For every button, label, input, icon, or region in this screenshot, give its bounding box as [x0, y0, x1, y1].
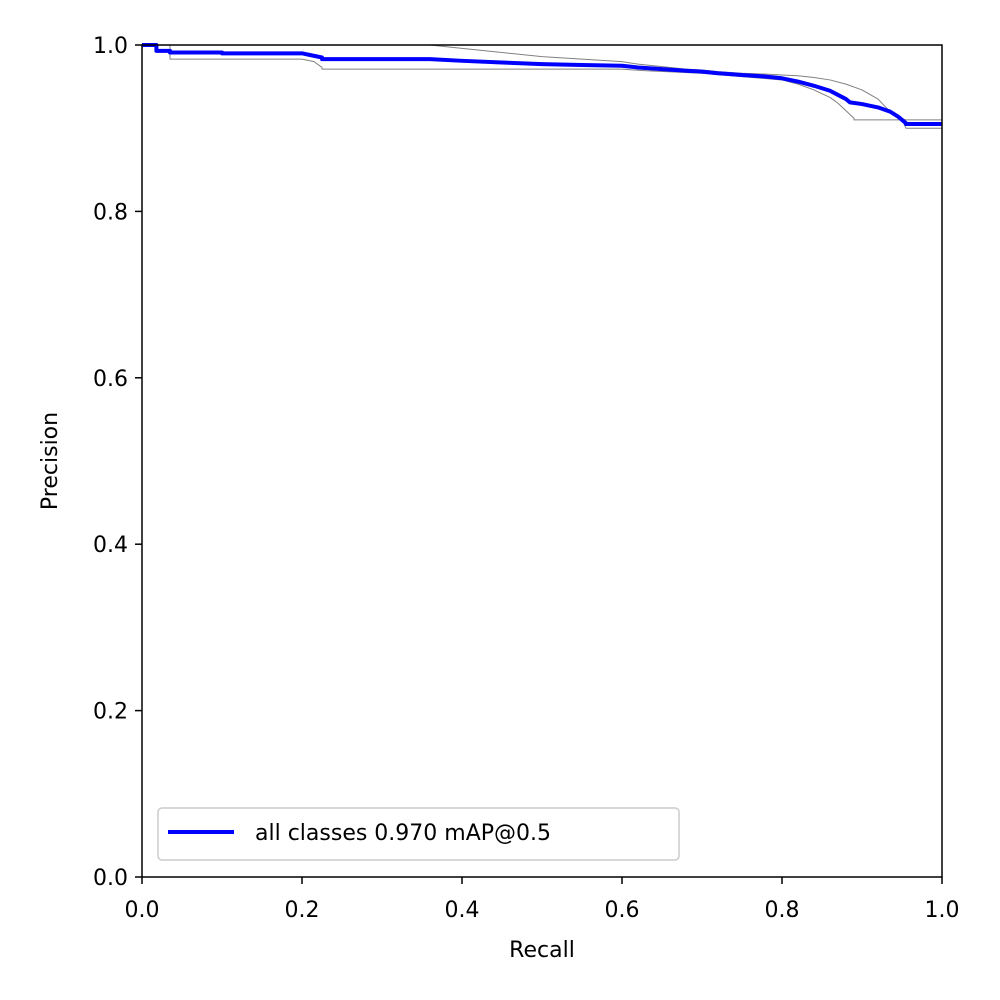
plot-frame	[141, 44, 943, 878]
y-tick-label: 0.8	[93, 200, 128, 225]
x-tick-label: 0.8	[765, 898, 800, 923]
legend-box	[157, 807, 680, 861]
x-tick-label: 0.2	[285, 898, 320, 923]
x-tick-label: 0.0	[125, 898, 160, 923]
y-tick-label: 0.4	[93, 533, 128, 558]
y-tick-label: 1.0	[93, 34, 128, 59]
y-axis-ticks: 0.0 0.2 0.4 0.6 0.8 1.0	[93, 34, 142, 891]
x-axis-ticks: 0.0 0.2 0.4 0.6 0.8 1.0	[125, 877, 960, 923]
y-tick-label: 0.0	[93, 866, 128, 891]
x-tick-label: 0.4	[445, 898, 480, 923]
y-tick-label: 0.6	[93, 367, 128, 392]
x-axis-label: Recall	[509, 938, 575, 963]
series-line-class-2	[142, 44, 942, 121]
series-layer	[142, 43, 942, 129]
y-axis-label: Precision	[38, 412, 63, 510]
series-line-all-classes	[142, 43, 942, 127]
legend-label: all classes 0.970 mAP@0.5	[255, 821, 551, 846]
x-tick-label: 0.6	[605, 898, 640, 923]
x-tick-label: 1.0	[925, 898, 960, 923]
y-tick-label: 0.2	[93, 700, 128, 725]
legend: all classes 0.970 mAP@0.5	[157, 807, 680, 861]
